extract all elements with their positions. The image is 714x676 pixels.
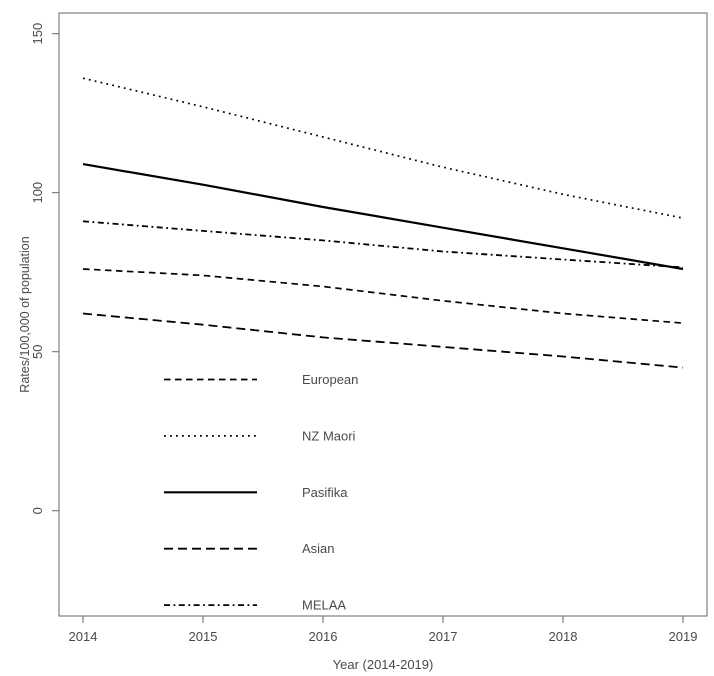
plot-border: [58, 12, 708, 617]
x-tick-label: 2017: [429, 629, 458, 644]
legend-label-european: European: [302, 372, 358, 387]
legend-item-melaa: MELAA: [164, 598, 346, 613]
series-line-melaa: [82, 220, 684, 269]
legend-label-asian: Asian: [302, 541, 335, 556]
y-tick-label: 100: [30, 182, 45, 204]
series-line-european: [82, 268, 684, 324]
legend-item-asian: Asian: [164, 541, 335, 556]
legend-label-nz-maori: NZ Maori: [302, 428, 356, 443]
legend-item-nz-maori: NZ Maori: [164, 428, 356, 443]
x-axis-title: Year (2014-2019): [333, 657, 434, 672]
x-tick-label: 2019: [669, 629, 698, 644]
series-line-pasifika: [82, 163, 684, 271]
legend-label-melaa: MELAA: [302, 598, 346, 613]
x-tick-label: 2014: [69, 629, 98, 644]
y-tick-label: 0: [30, 507, 45, 514]
legend-label-pasifika: Pasifika: [302, 485, 348, 500]
series-line-nz-maori: [82, 77, 684, 219]
legend-item-european: European: [164, 372, 358, 387]
x-tick-label: 2016: [309, 629, 338, 644]
series-line-asian: [82, 312, 684, 369]
x-tick-label: 2015: [189, 629, 218, 644]
legend-item-pasifika: Pasifika: [164, 485, 348, 500]
y-axis-title: Rates/100,000 of population: [18, 236, 32, 392]
y-tick-label: 50: [30, 344, 45, 358]
y-tick-label: 150: [30, 23, 45, 45]
x-tick-label: 2018: [549, 629, 578, 644]
